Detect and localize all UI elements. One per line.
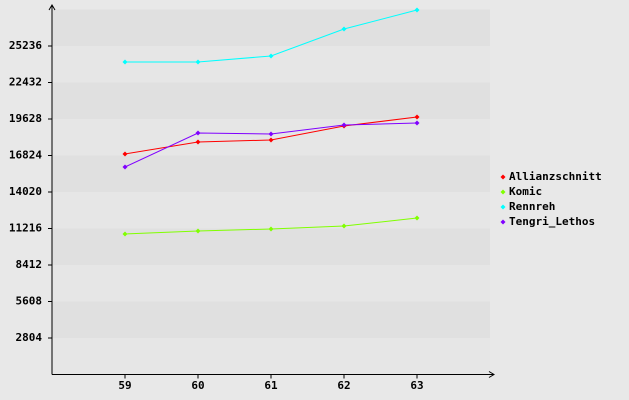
point	[122, 231, 128, 237]
y-tick-label: 5608	[16, 295, 43, 308]
grid-band	[52, 192, 490, 229]
point	[268, 53, 274, 59]
point	[122, 151, 128, 157]
grid-band	[52, 46, 490, 83]
grid-band	[52, 338, 490, 375]
legend-marker	[500, 204, 506, 210]
y-tick-label: 11216	[9, 222, 42, 235]
x-tick-label: 62	[337, 379, 350, 392]
legend-label: Allianzschnitt	[509, 170, 602, 183]
point	[195, 59, 201, 65]
point	[414, 215, 420, 221]
point	[122, 59, 128, 65]
legend-marker	[500, 174, 506, 180]
y-tick-label: 16824	[9, 149, 42, 162]
x-tick-label: 60	[191, 379, 204, 392]
point	[268, 131, 274, 137]
grid-band	[52, 301, 490, 338]
x-tick-label: 61	[264, 379, 278, 392]
grid-band	[52, 82, 490, 119]
grid-band	[52, 155, 490, 192]
point	[341, 223, 347, 229]
legend-label: Komic	[509, 185, 542, 198]
legend-label: Rennreh	[509, 200, 555, 213]
grid-band	[52, 265, 490, 302]
point	[268, 137, 274, 143]
point	[195, 139, 201, 145]
legend-marker	[500, 219, 506, 225]
x-tick-label: 63	[410, 379, 423, 392]
y-tick-label: 22432	[9, 76, 42, 89]
grid-band	[52, 9, 490, 46]
point	[195, 130, 201, 136]
point	[341, 26, 347, 32]
y-tick-label: 2804	[16, 331, 43, 344]
y-tick-label: 19628	[9, 112, 42, 125]
grid-band	[52, 119, 490, 156]
y-axis-arrow	[48, 4, 56, 11]
y-tick-label: 8412	[16, 258, 43, 271]
point	[195, 228, 201, 234]
point	[341, 122, 347, 128]
point	[414, 114, 420, 120]
x-axis-arrow	[488, 371, 495, 378]
grid-band	[52, 228, 490, 265]
x-tick-label: 59	[118, 379, 131, 392]
point	[414, 7, 420, 13]
y-tick-label: 14020	[9, 185, 42, 198]
legend-marker	[500, 189, 506, 195]
point	[414, 120, 420, 126]
legend-label: Tengri_Lethos	[509, 215, 595, 228]
y-tick-label: 25236	[9, 39, 42, 52]
point	[122, 164, 128, 170]
point	[268, 226, 274, 232]
